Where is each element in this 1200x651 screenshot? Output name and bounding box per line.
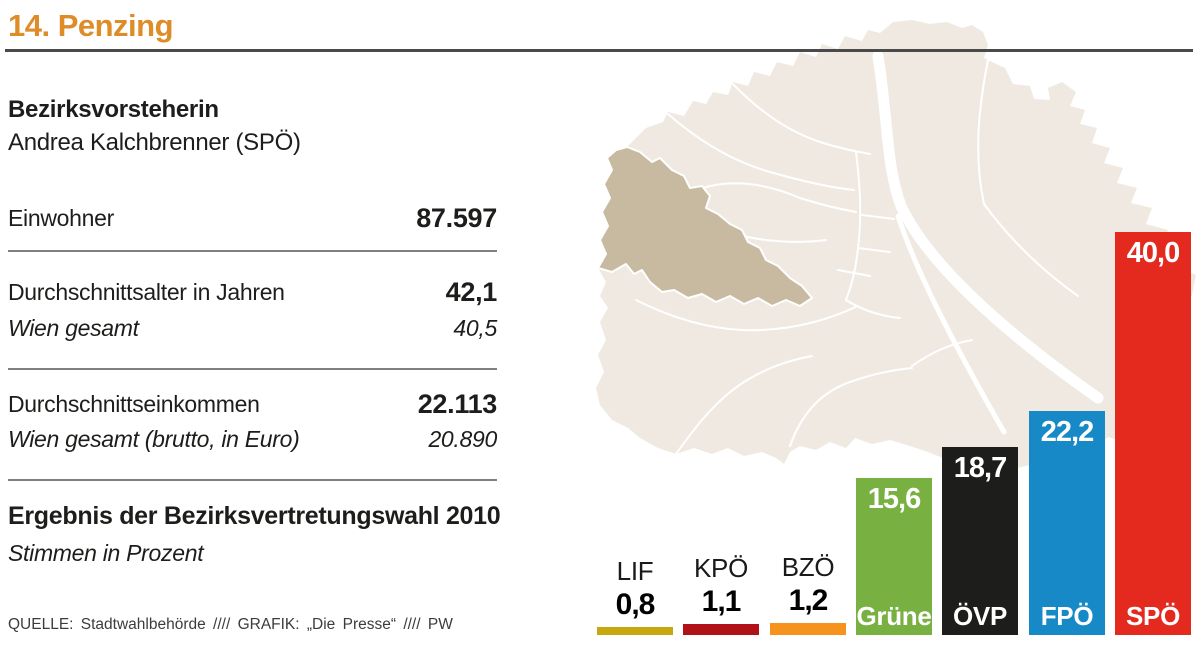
bar-value-ÖVP: 18,7	[953, 452, 1007, 484]
divider	[8, 368, 497, 370]
bar-BZÖ	[770, 623, 846, 635]
bar-value-KPÖ: 1,1	[701, 585, 742, 618]
stat-label: Durchschnittsalter in Jahren	[8, 279, 285, 305]
bar-value-BZÖ: 1,2	[788, 584, 829, 617]
divider	[8, 479, 497, 481]
stat-value: 22.113	[417, 389, 498, 419]
stat-value: 42,1	[445, 277, 498, 307]
stat-label: Durchschnittseinkommen	[8, 391, 260, 417]
bar-label-ÖVP: ÖVP	[952, 601, 1007, 631]
stat-row-einwohner: Einwohner 87.597	[8, 203, 497, 233]
leader-name: Andrea Kalchbrenner (SPÖ)	[8, 129, 301, 156]
divider	[8, 250, 497, 252]
bar-Grüne: 15,6 Grüne	[856, 478, 932, 635]
bar-label-Grüne: Grüne	[856, 601, 932, 631]
bar-value-Grüne: 15,6	[867, 483, 921, 515]
bar-value-LIF: 0,8	[615, 588, 656, 621]
chart-column-Grüne: 15,6 Grüne	[856, 478, 932, 635]
bar-ÖVP: 18,7 ÖVP	[942, 447, 1018, 635]
page-title: 14. Penzing	[8, 8, 174, 43]
district-boundaries	[635, 59, 1079, 455]
chart-column-FPÖ: 22,2 FPÖ	[1029, 411, 1105, 635]
chart-column-LIF: LIF 0,8	[597, 556, 673, 635]
stat-row-alter-wien: Wien gesamt 40,5	[8, 313, 497, 343]
stat-row-einkommen: Durchschnittseinkommen 22.113	[8, 389, 497, 419]
chart-column-BZÖ: BZÖ 1,2	[770, 552, 846, 635]
bar-FPÖ: 22,2 FPÖ	[1029, 411, 1105, 635]
stat-subvalue: 20.890	[428, 426, 497, 452]
chart-column-KPÖ: KPÖ 1,1	[683, 553, 759, 635]
election-heading: Ergebnis der Bezirksvertretungswahl 2010	[8, 502, 501, 530]
bar-SPÖ: 40,0 SPÖ	[1115, 232, 1191, 635]
chart-column-ÖVP: 18,7 ÖVP	[942, 447, 1018, 635]
bar-label-BZÖ: BZÖ	[781, 552, 835, 582]
title-rule	[5, 49, 1193, 52]
stat-sublabel: Wien gesamt	[8, 315, 139, 341]
bar-value-FPÖ: 22,2	[1040, 416, 1094, 448]
election-heading-block: Ergebnis der Bezirksvertretungswahl 2010…	[8, 501, 501, 569]
bar-label-LIF: LIF	[616, 556, 654, 586]
stat-sublabel: Wien gesamt (brutto, in Euro)	[8, 426, 300, 452]
vienna-districts-map	[596, 20, 1196, 472]
source-credit: QUELLE: Stadtwahlbehörde //// GRAFIK: „D…	[8, 616, 453, 633]
penzing-district-highlight	[597, 146, 813, 307]
stat-row-alter: Durchschnittsalter in Jahren 42,1	[8, 277, 497, 307]
stat-value: 87.597	[416, 203, 497, 233]
bar-KPÖ	[683, 624, 759, 635]
danube-river	[872, 50, 1104, 404]
bar-LIF	[597, 627, 673, 635]
leader-role: Bezirksvorsteherin	[8, 96, 219, 123]
chart-column-SPÖ: 40,0 SPÖ	[1115, 232, 1191, 635]
stat-label: Einwohner	[8, 205, 114, 231]
stat-row-einkommen-wien: Wien gesamt (brutto, in Euro) 20.890	[8, 424, 497, 454]
bar-label-KPÖ: KPÖ	[693, 553, 748, 583]
election-subheading: Stimmen in Prozent	[8, 540, 204, 566]
bar-label-FPÖ: FPÖ	[1040, 601, 1094, 631]
stat-subvalue: 40,5	[453, 315, 497, 341]
danube-canal	[895, 213, 1007, 435]
bar-value-SPÖ: 40,0	[1126, 237, 1180, 269]
district-leader-block: Bezirksvorsteherin Andrea Kalchbrenner (…	[8, 93, 301, 159]
bar-label-SPÖ: SPÖ	[1125, 601, 1180, 631]
